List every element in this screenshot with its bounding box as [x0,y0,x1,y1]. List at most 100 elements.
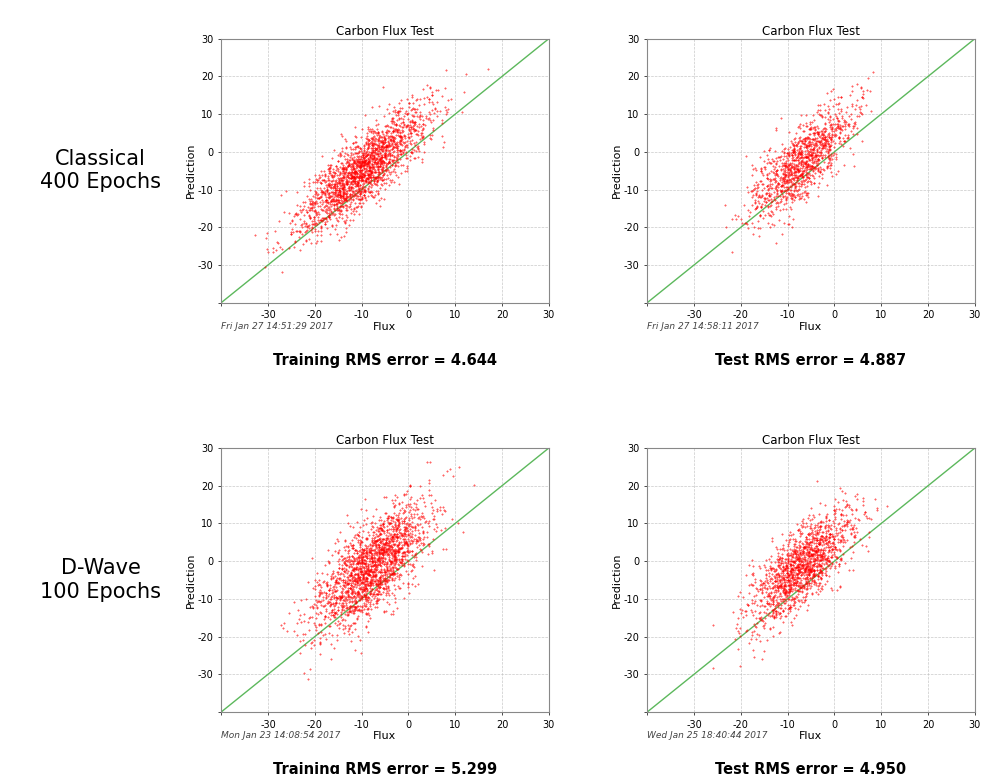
Point [784,570,800,583]
Point [390,511,406,523]
Point [378,140,394,152]
Point [766,585,782,598]
Point [790,580,806,593]
Point [844,120,860,132]
Point [797,571,813,584]
Point [753,200,769,213]
Point [835,530,851,543]
Point [354,590,370,602]
Point [309,596,325,608]
Point [757,155,773,167]
Point [366,174,382,187]
Point [371,565,387,577]
Point [799,569,815,581]
Point [367,570,383,583]
Point [358,148,374,160]
Point [322,584,338,597]
Point [399,537,415,550]
Point [400,113,416,125]
Point [358,585,374,598]
Point [781,569,797,581]
Point [804,529,820,542]
Point [366,156,382,168]
Point [842,519,858,531]
Point [360,591,376,604]
Point [358,608,374,620]
Point [791,539,807,552]
Point [363,181,379,194]
Point [407,124,423,136]
Point [413,536,429,549]
Point [803,542,819,554]
Point [303,198,319,211]
Point [765,598,781,610]
Point [322,162,338,174]
Point [814,151,830,163]
Point [335,594,351,606]
Point [352,179,368,191]
Point [788,590,804,602]
Point [772,581,788,594]
Point [794,548,810,560]
Point [332,590,348,602]
Point [289,617,306,629]
Point [816,164,832,176]
Point [332,197,348,209]
Point [313,177,329,190]
Point [320,580,336,592]
Point [805,544,821,557]
Point [326,580,342,593]
Point [352,185,368,197]
Point [372,139,388,151]
Point [798,161,814,173]
Point [794,554,810,567]
Point [786,163,802,175]
Point [740,599,756,611]
Point [806,548,822,560]
Point [341,622,357,635]
Point [369,142,385,154]
Point [812,529,828,542]
Point [381,137,397,149]
Point [330,215,346,228]
Point [788,171,804,183]
Point [375,582,391,594]
Point [354,182,370,194]
Point [407,105,423,118]
Point [383,174,399,187]
Point [338,175,354,187]
Point [842,523,858,536]
Point [327,537,343,550]
Point [858,512,874,525]
Point [349,178,365,190]
Point [785,213,801,225]
Point [373,153,389,166]
Point [333,550,349,562]
Point [818,531,834,543]
Point [788,162,804,174]
Point [343,176,359,189]
Point [350,185,366,197]
Point [317,168,333,180]
Point [769,598,785,610]
Point [822,114,838,126]
Point [829,552,845,564]
Point [344,167,360,180]
Point [782,584,798,596]
Point [774,577,790,589]
Point [309,599,325,611]
Point [367,535,383,547]
Point [356,560,372,573]
Point [377,567,393,580]
Point [807,577,823,589]
Point [388,118,404,131]
Point [794,146,810,158]
Point [325,609,341,622]
Point [753,164,769,176]
Point [841,563,857,576]
Point [374,173,390,186]
Point [783,559,799,571]
Point [768,190,784,202]
Point [377,506,393,519]
Point [373,560,389,572]
